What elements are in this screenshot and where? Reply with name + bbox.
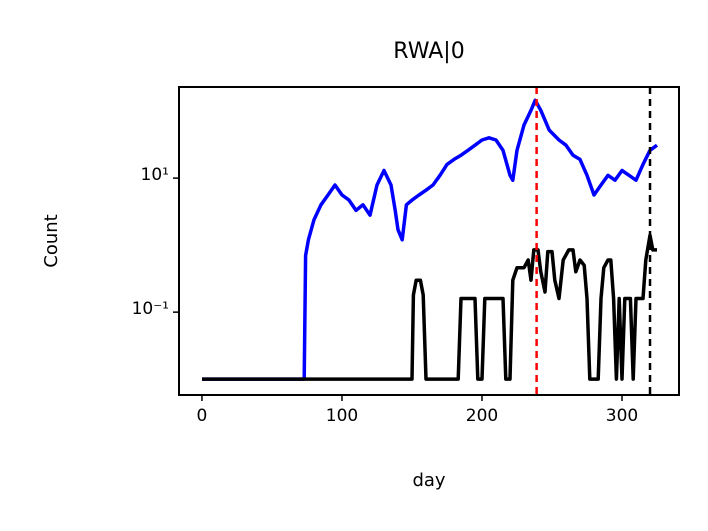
x-tick-label: 100 — [326, 406, 358, 426]
plot-frame — [178, 86, 680, 396]
x-tick-label: 0 — [197, 406, 208, 426]
chart-title: RWA|0 — [393, 39, 464, 64]
series-line — [202, 233, 657, 381]
x-tick-label: 200 — [466, 406, 498, 426]
series-line — [202, 98, 659, 381]
x-axis-label: day — [412, 470, 445, 491]
y-tick-label: 10⁻¹ — [132, 299, 169, 319]
x-tick-label: 300 — [606, 406, 638, 426]
y-tick-label: 10¹ — [141, 165, 169, 185]
y-axis-label: Count — [41, 214, 62, 267]
